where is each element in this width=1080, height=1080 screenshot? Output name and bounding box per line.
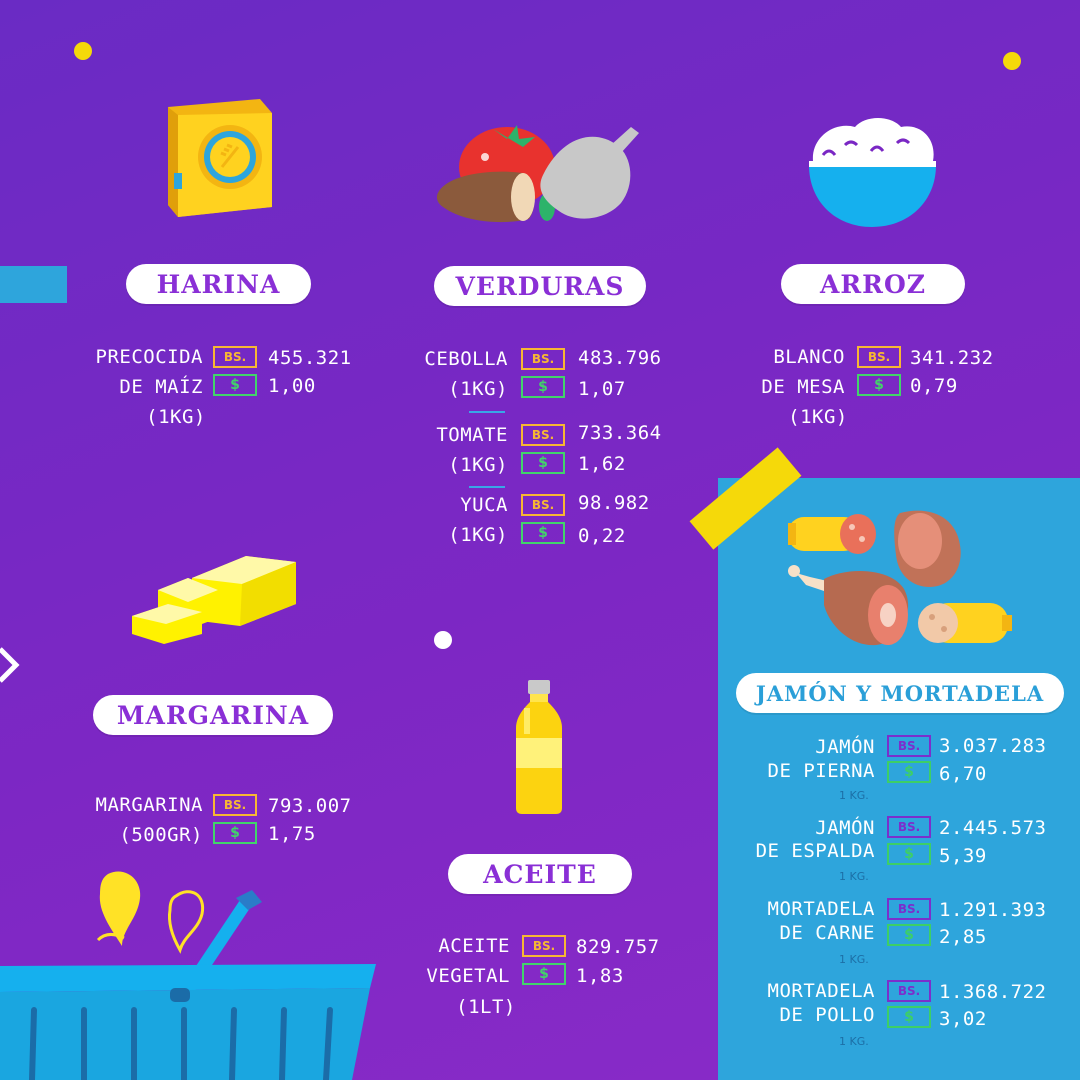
- aceite-title: ACEITE: [448, 854, 632, 894]
- item-label: MORTADELA: [767, 898, 875, 920]
- bs-currency-tag: BS.: [521, 424, 565, 446]
- item-label: CEBOLLA: [424, 348, 508, 370]
- chevron-decoration: [0, 647, 20, 683]
- usd-currency-tag: $: [887, 761, 931, 783]
- bs-currency-tag: BS.: [522, 935, 566, 957]
- item-label: YUCA: [460, 494, 508, 516]
- item-label: (1LT): [456, 996, 516, 1018]
- item-label: DE PIERNA: [767, 760, 875, 782]
- item-label: ACEITE: [438, 935, 510, 957]
- deli-panel: [718, 478, 1080, 1080]
- bs-currency-tag: BS.: [887, 898, 931, 920]
- usd-currency-tag: $: [521, 376, 565, 398]
- yellow-dot-decoration: [1003, 52, 1021, 70]
- usd-price: 2,85: [939, 926, 987, 948]
- bs-price: 793.007: [268, 795, 352, 817]
- bs-price: 829.757: [576, 936, 660, 958]
- usd-price: 6,70: [939, 763, 987, 785]
- bs-price: 455.321: [268, 347, 352, 369]
- item-label: PRECOCIDA: [95, 346, 203, 368]
- item-label: JAMÓN: [815, 817, 875, 839]
- item-label: (1KG): [448, 524, 508, 546]
- item-label: MARGARINA: [95, 794, 203, 816]
- bs-price: 733.364: [578, 422, 662, 444]
- bs-price: 1.368.722: [939, 981, 1047, 1003]
- item-label: (500GR): [119, 824, 203, 846]
- bs-currency-tag: BS.: [213, 346, 257, 368]
- oil-bottle-icon: [516, 680, 562, 814]
- usd-price: 0,22: [578, 525, 626, 547]
- bs-currency-tag: BS.: [887, 816, 931, 838]
- arroz-title: ARROZ: [781, 264, 965, 304]
- bs-currency-tag: BS.: [213, 794, 257, 816]
- usd-currency-tag: $: [887, 843, 931, 865]
- bs-price: 341.232: [910, 347, 994, 369]
- usd-price: 1,07: [578, 378, 626, 400]
- item-label: DE ESPALDA: [755, 840, 875, 862]
- bs-price: 3.037.283: [939, 735, 1047, 757]
- usd-currency-tag: $: [857, 374, 901, 396]
- usd-currency-tag: $: [887, 924, 931, 946]
- usd-currency-tag: $: [887, 1006, 931, 1028]
- item-divider: [469, 486, 505, 488]
- item-label: DE POLLO: [779, 1004, 875, 1026]
- usd-currency-tag: $: [213, 374, 257, 396]
- item-label: JAMÓN: [815, 736, 875, 758]
- unit-label: 1 KG.: [839, 870, 869, 883]
- white-dot-decoration: [434, 631, 452, 649]
- rice-bowl-icon: [809, 118, 936, 227]
- verduras-title: VERDURAS: [434, 266, 646, 306]
- usd-price: 1,83: [576, 965, 624, 987]
- usd-price: 5,39: [939, 845, 987, 867]
- bs-price: 98.982: [578, 492, 650, 514]
- unit-label: 1 KG.: [839, 953, 869, 966]
- harina-title: HARINA: [126, 264, 311, 304]
- vegetables-icon: [436, 125, 639, 223]
- item-label: (1KG): [448, 454, 508, 476]
- bs-price: 483.796: [578, 347, 662, 369]
- blue-bar-decoration: [0, 266, 67, 303]
- deli-meats-icon: [788, 510, 1012, 646]
- flour-package-icon: [168, 99, 272, 217]
- usd-price: 1,62: [578, 453, 626, 475]
- item-label: (1KG): [788, 406, 848, 428]
- item-label: DE MAÍZ: [119, 376, 203, 398]
- jamon-mortadela-title: JAMÓN Y MORTADELA: [736, 673, 1064, 713]
- bs-currency-tag: BS.: [887, 980, 931, 1002]
- usd-price: 1,75: [268, 823, 316, 845]
- butter-icon: [132, 556, 296, 644]
- margarina-title: MARGARINA: [93, 695, 333, 735]
- unit-label: 1 KG.: [839, 1035, 869, 1048]
- usd-currency-tag: $: [521, 452, 565, 474]
- usd-price: 3,02: [939, 1008, 987, 1030]
- usd-currency-tag: $: [522, 963, 566, 985]
- item-label: (1KG): [448, 378, 508, 400]
- bs-currency-tag: BS.: [521, 348, 565, 370]
- bs-currency-tag: BS.: [887, 735, 931, 757]
- bs-price: 1.291.393: [939, 899, 1047, 921]
- item-label: TOMATE: [436, 424, 508, 446]
- bs-currency-tag: BS.: [857, 346, 901, 368]
- unit-label: 1 KG.: [839, 789, 869, 802]
- item-divider: [469, 411, 505, 413]
- usd-price: 0,79: [910, 375, 958, 397]
- usd-currency-tag: $: [213, 822, 257, 844]
- bs-currency-tag: BS.: [521, 494, 565, 516]
- yellow-dot-decoration: [74, 42, 92, 60]
- usd-currency-tag: $: [521, 522, 565, 544]
- item-label: DE MESA: [761, 376, 845, 398]
- bs-price: 2.445.573: [939, 817, 1047, 839]
- item-label: DE CARNE: [779, 922, 875, 944]
- item-label: VEGETAL: [426, 965, 510, 987]
- item-label: MORTADELA: [767, 980, 875, 1002]
- shopping-basket-icon: [0, 871, 376, 1080]
- item-label: (1KG): [146, 406, 206, 428]
- item-label: BLANCO: [773, 346, 845, 368]
- usd-price: 1,00: [268, 375, 316, 397]
